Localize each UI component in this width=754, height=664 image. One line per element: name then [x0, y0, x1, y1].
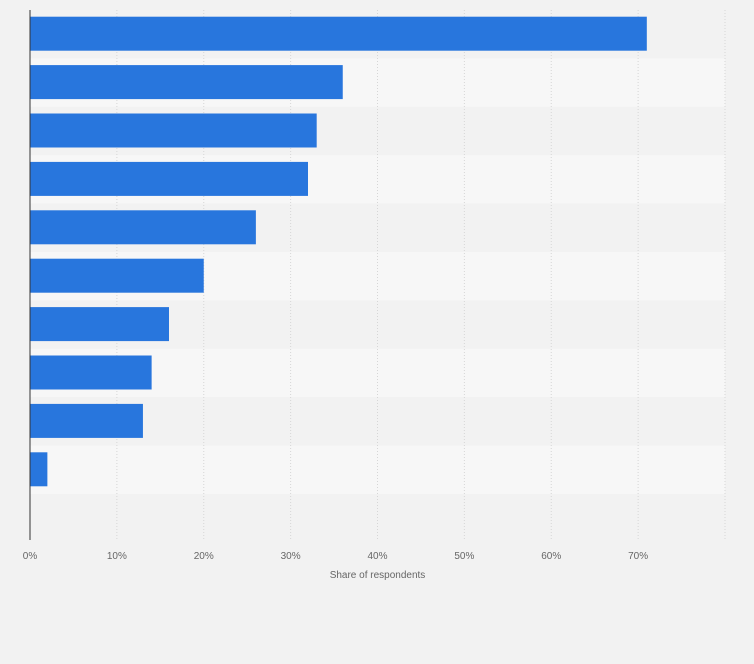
x-tick-label: 50% — [454, 551, 474, 562]
bar — [30, 355, 152, 390]
x-axis-ticks: 0% 10% 20% 30% 40% 50% 60% 70% — [23, 551, 648, 562]
x-tick-label: 70% — [628, 551, 648, 562]
x-axis-title: Share of respondents — [330, 570, 426, 581]
bar — [30, 403, 143, 438]
bar — [30, 16, 647, 51]
bar — [30, 258, 204, 293]
x-tick-label: 60% — [541, 551, 561, 562]
bar — [30, 210, 256, 245]
bars — [30, 16, 647, 487]
bar — [30, 161, 308, 196]
bar — [30, 65, 343, 100]
x-tick-label: 40% — [367, 551, 387, 562]
x-tick-label: 10% — [107, 551, 127, 562]
x-tick-label: 30% — [281, 551, 301, 562]
x-tick-label: 0% — [23, 551, 38, 562]
bar — [30, 307, 169, 342]
bar — [30, 452, 48, 487]
x-tick-label: 20% — [194, 551, 214, 562]
bar — [30, 113, 317, 148]
